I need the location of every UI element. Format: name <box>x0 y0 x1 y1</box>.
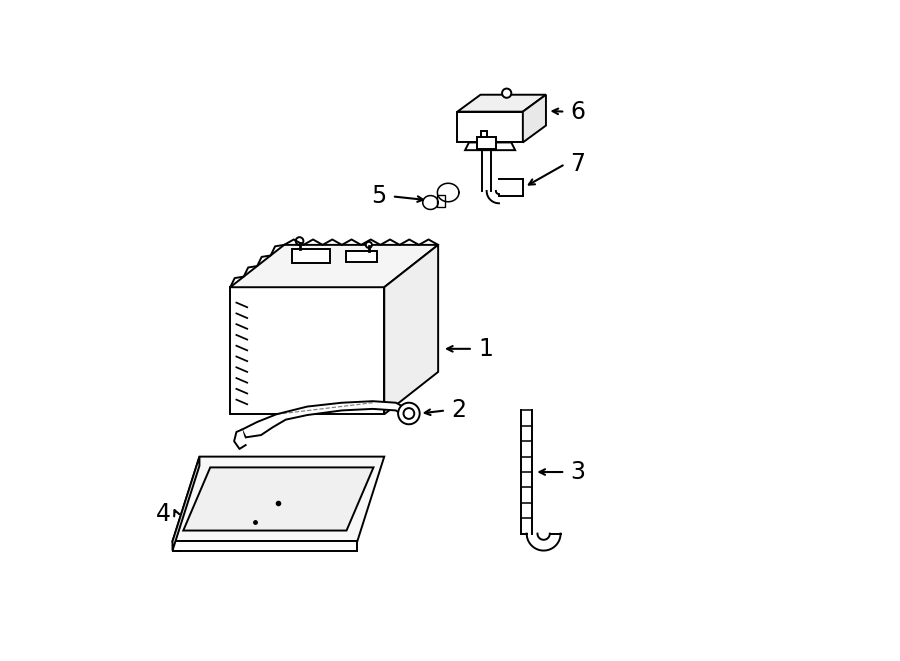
Polygon shape <box>173 541 357 551</box>
Polygon shape <box>184 467 374 531</box>
Polygon shape <box>465 143 515 150</box>
Circle shape <box>296 237 303 245</box>
Polygon shape <box>423 196 438 210</box>
Polygon shape <box>173 457 384 541</box>
Text: 2: 2 <box>451 399 466 422</box>
Polygon shape <box>173 457 200 551</box>
Polygon shape <box>384 245 438 414</box>
Text: 1: 1 <box>478 337 493 361</box>
Circle shape <box>403 408 414 419</box>
Polygon shape <box>437 183 459 202</box>
Polygon shape <box>230 245 438 288</box>
Polygon shape <box>457 112 523 143</box>
Circle shape <box>398 403 419 424</box>
Circle shape <box>365 242 372 248</box>
Text: 6: 6 <box>571 100 586 124</box>
Polygon shape <box>242 401 408 438</box>
Text: 3: 3 <box>571 460 586 484</box>
Polygon shape <box>346 251 376 262</box>
Polygon shape <box>234 430 246 449</box>
Text: 4: 4 <box>156 502 171 526</box>
Bar <box>437 195 446 207</box>
Bar <box>477 137 496 149</box>
Polygon shape <box>457 95 546 112</box>
Polygon shape <box>523 95 546 143</box>
Text: 7: 7 <box>571 152 586 176</box>
Text: 5: 5 <box>372 184 387 208</box>
Circle shape <box>502 89 511 98</box>
Polygon shape <box>292 249 330 262</box>
Bar <box>481 131 487 137</box>
